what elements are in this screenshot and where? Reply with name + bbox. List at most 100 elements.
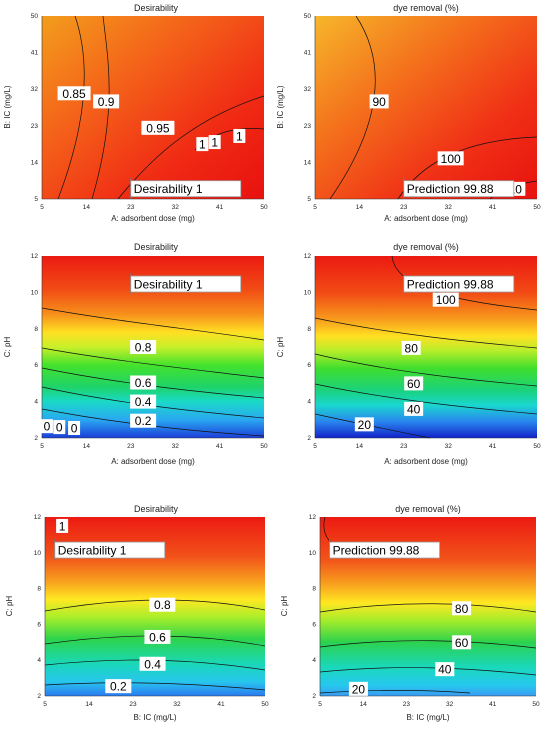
contour-label: 0 (44, 420, 51, 434)
heatmap-surface (42, 16, 264, 199)
contour-label: 0.4 (135, 395, 152, 409)
prediction-value: 99.88 (460, 182, 494, 196)
contour-label-box (139, 656, 166, 671)
y-tick-label: 2 (312, 693, 316, 700)
prediction-box (329, 541, 441, 559)
contour-label-box (401, 340, 421, 355)
prediction-text: Desirability 1 (134, 278, 203, 292)
prediction-value: 99.88 (386, 544, 420, 558)
contour-label: 0 (56, 421, 63, 435)
y-axis-label: B: IC (mg/L) (276, 85, 285, 128)
x-tick-label: 32 (172, 204, 180, 211)
contour-label-box (40, 419, 53, 434)
contour-label-box (404, 401, 424, 416)
contour-label: 1 (236, 129, 243, 143)
y-tick-label: 12 (309, 514, 317, 521)
contour-line (44, 682, 266, 691)
contour-label: 100 (436, 293, 456, 307)
x-tick-label: 32 (446, 701, 454, 708)
contour-label-box (57, 86, 91, 101)
contour-label-box (435, 662, 455, 677)
y-tick-label: 12 (34, 514, 42, 521)
contour-label: 0.2 (135, 414, 152, 428)
x-axis-label: A: adsorbent dose (mg) (111, 214, 195, 223)
contour-label-box (93, 94, 120, 109)
contour-label-box (354, 417, 374, 432)
x-tick-label: 5 (313, 443, 317, 450)
contour-line (41, 367, 265, 399)
y-tick-label: 4 (307, 399, 311, 406)
prediction-label: Desirability (134, 278, 193, 292)
contour-label-box (68, 420, 81, 435)
contour-label-box (369, 94, 389, 109)
contour-label: 0.8 (154, 598, 171, 612)
y-tick-label: 8 (307, 326, 311, 333)
panel-6: dye removal (%) 5 14 23 32 41 50 2 4 6 8… (280, 504, 540, 722)
contour-label: 40 (407, 402, 421, 416)
x-tick-label: 32 (172, 443, 180, 450)
prediction-box (130, 180, 242, 198)
y-tick-label: 5 (34, 196, 38, 203)
contour-label-box (144, 629, 171, 644)
contour-label: 100 (441, 152, 461, 166)
contour-label: 0.8 (135, 341, 152, 355)
x-tick-label: 50 (532, 701, 540, 708)
y-tick-label: 10 (31, 289, 39, 296)
contour-label-box (149, 597, 176, 612)
y-tick-label: 4 (312, 657, 316, 664)
x-tick-label: 14 (83, 204, 91, 211)
y-tick-label: 14 (31, 159, 39, 166)
contour-line (117, 95, 265, 200)
x-tick-label: 41 (217, 701, 225, 708)
contour-label: 0.6 (149, 630, 166, 644)
prediction-label: Prediction (407, 278, 460, 292)
prediction-label: Desirability (134, 182, 193, 196)
contour-line (319, 667, 537, 676)
y-tick-label: 41 (304, 50, 312, 57)
x-tick-label: 41 (216, 443, 224, 450)
prediction-value: 1 (192, 278, 202, 292)
tick-group: 5 14 23 32 41 50 2 4 6 8 10 12 (304, 253, 541, 450)
y-tick-label: 12 (304, 253, 312, 260)
panel-title: dye removal (%) (393, 3, 459, 13)
contour-line (314, 317, 538, 349)
y-tick-label: 5 (307, 196, 311, 203)
prediction-value: 1 (192, 182, 202, 196)
y-axis-label: C: pH (280, 596, 289, 617)
contour-line (314, 353, 538, 387)
contour-label: 0.6 (135, 376, 152, 390)
y-tick-label: 6 (307, 362, 311, 369)
contour-line (41, 386, 265, 419)
y-tick-label: 6 (37, 621, 41, 628)
tick-group: 5 14 23 32 41 50 5 14 23 32 41 50 (31, 13, 268, 211)
x-tick-label: 41 (489, 204, 497, 211)
x-tick-label: 5 (313, 204, 317, 211)
y-tick-label: 10 (34, 550, 42, 557)
contour-label-box (452, 635, 472, 650)
contour-line (91, 15, 110, 200)
y-tick-label: 23 (31, 123, 39, 130)
panel-title: Desirability (134, 504, 179, 514)
y-tick-label: 14 (304, 159, 312, 166)
y-tick-label: 10 (304, 289, 312, 296)
panel-title: Desirability (134, 3, 179, 13)
contour-line (41, 347, 265, 379)
x-tick-label: 32 (445, 204, 453, 211)
y-tick-label: 41 (31, 50, 39, 57)
contour-line (314, 413, 431, 439)
x-tick-label: 41 (489, 701, 497, 708)
x-tick-label: 50 (260, 204, 268, 211)
y-tick-label: 50 (304, 13, 312, 20)
panel-4: dye removal (%) 5 14 23 32 41 50 2 4 6 8… (276, 242, 541, 466)
contour-line (319, 640, 537, 649)
contour-label: 1 (199, 138, 206, 152)
x-tick-label: 5 (40, 443, 44, 450)
y-tick-label: 8 (312, 586, 316, 593)
x-tick-label: 50 (533, 204, 541, 211)
y-tick-label: 4 (34, 399, 38, 406)
y-tick-label: 23 (304, 123, 312, 130)
x-axis-label: A: adsorbent dose (mg) (111, 457, 195, 466)
panel-title: dye removal (%) (395, 504, 461, 514)
panel-2: dye removal (%) 5 14 23 32 41 50 5 14 23… (276, 3, 541, 223)
prediction-label: Desirability (58, 544, 117, 558)
